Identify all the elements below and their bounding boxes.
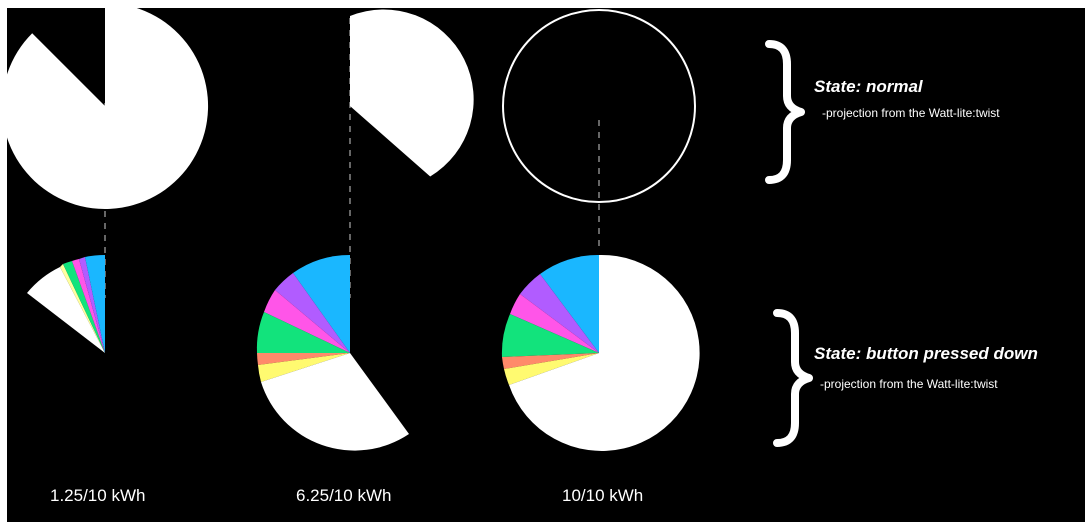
pressed-pie-1-magenta	[72, 259, 105, 353]
pressed-pie-2-salmon	[257, 353, 350, 365]
pressed-pie-3-magenta	[510, 294, 599, 353]
pressed-pie-1-purple	[79, 257, 105, 353]
pressed-pie-3-cyan	[540, 254, 599, 353]
pressed-pie-2-white	[261, 353, 409, 451]
state-normal-title: State: normal	[814, 77, 923, 96]
pressed-pie-2-yellow	[258, 353, 350, 382]
state-pressed-title: State: button pressed down	[814, 344, 1038, 363]
normal-ring-3	[502, 9, 696, 203]
pressed-pie-1	[27, 254, 105, 353]
pressed-pie-2-purple	[275, 273, 350, 353]
pressed-pie-1-pale-yellow	[60, 264, 105, 353]
pressed-pie-1-cyan	[85, 254, 105, 353]
pressed-pie-2	[256, 254, 409, 451]
state-normal-subtitle: -projection from the Watt-lite:twist	[822, 106, 1000, 120]
pie-diagrams	[7, 8, 813, 451]
state-pressed-subtitle: -projection from the Watt-lite:twist	[820, 377, 998, 391]
pressed-pie-2-magenta	[264, 290, 350, 353]
pressed-pie-3-white	[509, 254, 700, 451]
pressed-pie-1-green	[63, 261, 105, 353]
normal-pie-1	[7, 8, 209, 209]
normal-pie-2	[350, 9, 474, 177]
pressed-pie-3	[501, 254, 700, 451]
pressed-pie-3-green	[501, 314, 599, 357]
pressed-pie-3-purple	[520, 274, 599, 353]
brace-pressed	[773, 309, 813, 447]
brace-normal	[765, 40, 805, 184]
pressed-pie-2-cyan	[293, 254, 350, 353]
pressed-pie-3-yellow	[504, 353, 599, 385]
pressed-pie-3-salmon	[502, 353, 599, 369]
kwh-label-1: 1.25/10 kWh	[50, 486, 146, 505]
pressed-pie-1-white	[27, 267, 105, 353]
kwh-label-2: 6.25/10 kWh	[296, 486, 392, 505]
diagram-canvas: State: normal -projection from the Watt-…	[7, 8, 1085, 522]
kwh-label-3: 10/10 kWh	[562, 486, 644, 505]
pressed-pie-2-green	[256, 312, 350, 353]
